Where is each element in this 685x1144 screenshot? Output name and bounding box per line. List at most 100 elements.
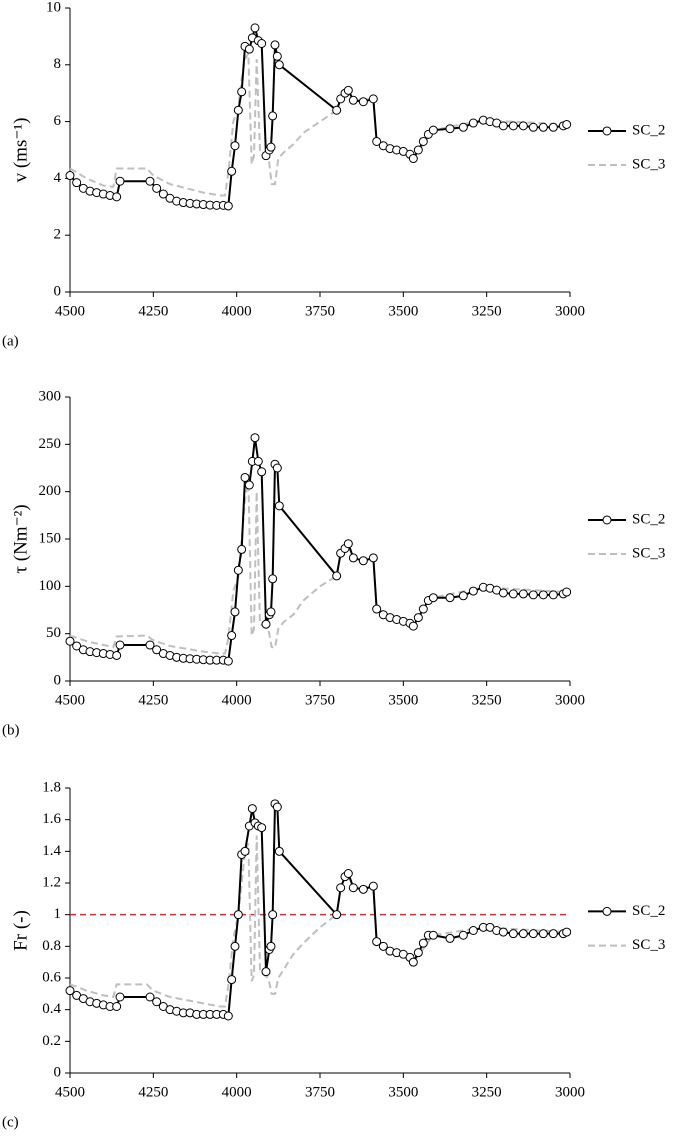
data-point (266, 607, 276, 617)
panel-label: (c) (2, 1114, 19, 1130)
data-point (230, 607, 240, 617)
data-point (548, 122, 558, 132)
y-tick-label: 0.8 (42, 938, 61, 954)
data-point (332, 105, 342, 115)
data-point (274, 501, 284, 511)
data-point (343, 869, 353, 878)
y-tick-label: 300 (39, 388, 62, 404)
data-point (372, 937, 382, 947)
data-point (548, 590, 558, 600)
data-point (257, 823, 267, 833)
data-point (528, 590, 538, 600)
data-point (336, 883, 346, 893)
y-tick-label: 8 (54, 56, 62, 72)
data-point (445, 593, 455, 603)
y-tick-label: 1.2 (42, 874, 61, 890)
data-point (268, 574, 278, 584)
data-point (348, 553, 358, 563)
legend-label: SC_2 (632, 903, 665, 919)
data-point (112, 650, 122, 660)
x-tick-label: 4250 (138, 692, 168, 708)
data-point (428, 930, 438, 940)
data-point (72, 178, 82, 188)
y-tick-label: 10 (46, 0, 61, 15)
data-point (233, 910, 243, 920)
y-tick-label: 1.8 (42, 779, 61, 795)
data-point (468, 118, 478, 128)
data-point (378, 941, 388, 951)
data-point (237, 544, 247, 554)
data-point (272, 51, 282, 61)
data-point (223, 656, 233, 666)
legend-marker (602, 906, 612, 916)
y-tick-label: 100 (39, 578, 62, 594)
data-point (468, 586, 478, 596)
data-point (227, 975, 237, 985)
data-point (268, 111, 278, 121)
y-axis-label: Fr (-) (10, 910, 31, 951)
x-tick-label: 3250 (472, 303, 502, 319)
data-point (261, 619, 271, 629)
data-point (244, 44, 254, 54)
data-point (223, 201, 233, 211)
data-point (250, 433, 260, 443)
legend-marker (602, 515, 612, 525)
x-tick-label: 4000 (222, 303, 252, 319)
x-tick-label: 3250 (472, 1084, 502, 1100)
data-point (538, 929, 548, 939)
data-point (508, 121, 518, 131)
data-point (538, 122, 548, 132)
data-point (468, 926, 478, 935)
data-point (498, 927, 508, 937)
y-tick-label: 1.4 (42, 843, 61, 859)
data-point (266, 142, 276, 152)
x-tick-label: 3750 (305, 1084, 335, 1100)
data-point (272, 802, 282, 812)
data-point (458, 591, 468, 601)
x-tick-label: 3000 (555, 1084, 585, 1100)
x-tick-label: 4500 (55, 692, 85, 708)
x-tick-label: 4000 (222, 692, 252, 708)
data-point (247, 804, 257, 814)
data-point (562, 587, 572, 597)
series-line (69, 800, 568, 1018)
data-point (358, 884, 368, 894)
data-point (548, 929, 558, 939)
data-point (158, 189, 168, 199)
data-point (272, 463, 282, 473)
data-point (528, 929, 538, 939)
data-point (508, 589, 518, 599)
data-point (223, 1011, 233, 1021)
panel-label: (b) (2, 722, 20, 738)
data-point (508, 929, 518, 939)
data-point (115, 640, 125, 650)
data-point (266, 941, 276, 951)
data-point (372, 604, 382, 614)
data-point (244, 480, 254, 490)
y-tick-label: 0 (54, 1064, 62, 1080)
data-point (538, 590, 548, 600)
y-axis-label: v (ms⁻¹) (10, 118, 31, 183)
y-tick-label: 1 (54, 906, 62, 922)
y-tick-label: 6 (54, 113, 62, 129)
data-point (458, 122, 468, 132)
data-point (348, 883, 358, 893)
y-tick-label: 200 (39, 483, 62, 499)
data-point (332, 571, 342, 581)
data-point (145, 640, 155, 650)
x-tick-label: 3500 (388, 303, 418, 319)
y-tick-label: 4 (54, 170, 62, 186)
data-point (368, 94, 378, 104)
x-tick-label: 3000 (555, 692, 585, 708)
y-axis-label: τ (Nm⁻²) (10, 504, 31, 573)
data-point (65, 986, 75, 996)
data-point (270, 40, 280, 50)
data-point (343, 539, 353, 549)
data-point (518, 589, 528, 599)
series-line (69, 835, 567, 1008)
data-point (418, 604, 428, 614)
data-point (562, 119, 572, 129)
y-tick-label: 0.2 (42, 1033, 61, 1049)
x-tick-label: 3000 (555, 303, 585, 319)
data-point (518, 121, 528, 131)
